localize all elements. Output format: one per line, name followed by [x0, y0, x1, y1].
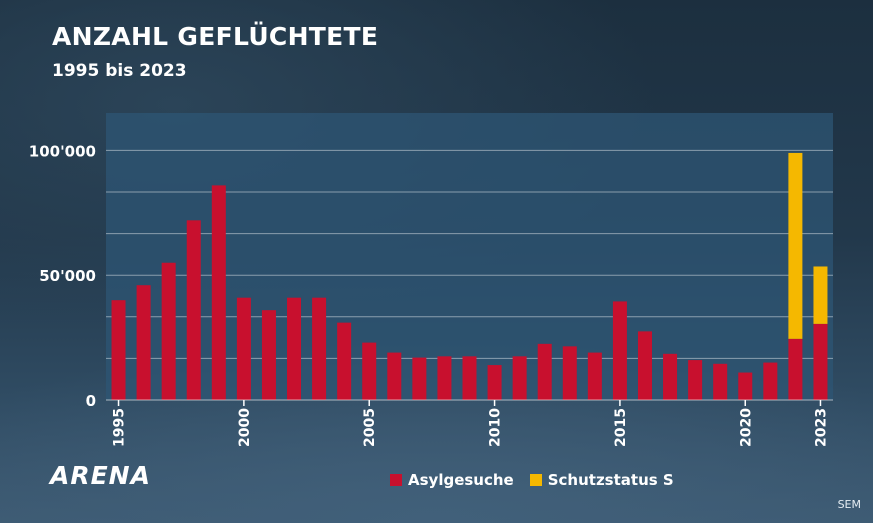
bar-asylgesuche-2011	[512, 356, 527, 400]
bar-asylgesuche-2019	[713, 363, 728, 400]
bar-asylgesuche-2000	[236, 297, 251, 400]
plot-area	[106, 113, 833, 400]
bar-asylgesuche-2012	[537, 343, 552, 400]
bar-schutzstatus-s-2022	[788, 152, 803, 339]
y-tick-label: 50'000	[39, 267, 96, 285]
bar-asylgesuche-2007	[412, 357, 427, 400]
legend-swatch-asylgesuche	[390, 474, 402, 486]
bar-asylgesuche-2023	[813, 323, 828, 400]
x-tick-label: 2020	[738, 408, 754, 447]
bar-asylgesuche-1995	[111, 300, 126, 400]
bar-asylgesuche-1996	[136, 285, 151, 400]
x-tick-label: 1995	[112, 408, 128, 447]
x-tick-label: 2005	[362, 408, 378, 447]
bar-asylgesuche-2010	[487, 365, 502, 400]
bars	[106, 152, 833, 401]
chart-subtitle: 1995 bis 2023	[52, 61, 187, 81]
bar-asylgesuche-2016	[637, 331, 652, 400]
bar-asylgesuche-2006	[387, 352, 402, 400]
bar-asylgesuche-2001	[261, 310, 276, 400]
bar-asylgesuche-2020	[738, 372, 753, 400]
y-tick-label: 100'000	[29, 142, 96, 160]
bar-asylgesuche-2002	[287, 297, 302, 400]
x-tick-label: 2010	[488, 408, 504, 447]
chart-title: ANZAHL GEFLÜCHTETE	[52, 22, 379, 51]
bar-schutzstatus-s-2023	[813, 266, 828, 324]
legend-swatch-schutzstatus-s	[529, 474, 542, 486]
x-tick-label: 2000	[237, 408, 253, 447]
bar-asylgesuche-2005	[362, 342, 377, 400]
x-tick-label: 2023	[813, 408, 829, 447]
bar-asylgesuche-2017	[663, 353, 678, 400]
bar-asylgesuche-2008	[437, 356, 452, 400]
legend-label-schutzstatus-s: Schutzstatus S	[547, 471, 674, 489]
bar-asylgesuche-2003	[312, 297, 327, 400]
bar-asylgesuche-2022	[788, 338, 803, 400]
bar-chart: 0 50'000 100'000 1995 2000 2005 2010 2015 2020 2…	[29, 113, 833, 447]
y-tick-label: 0	[86, 392, 96, 410]
x-tick-label: 2015	[613, 408, 629, 447]
legend: Asylgesuche Schutzstatus S	[390, 471, 690, 489]
grid-lines	[106, 149, 833, 359]
legend-item-asylgesuche: Asylgesuche	[390, 471, 514, 489]
bar-asylgesuche-2021	[763, 362, 778, 400]
bar-asylgesuche-2015	[612, 301, 627, 400]
legend-label-asylgesuche: Asylgesuche	[408, 471, 514, 489]
bar-asylgesuche-1999	[211, 185, 226, 400]
bar-asylgesuche-2004	[337, 322, 352, 400]
bar-asylgesuche-2014	[587, 352, 602, 400]
bar-asylgesuche-2013	[562, 346, 577, 400]
y-axis-ticks: 0 50'000 100'000	[29, 142, 96, 410]
x-axis-ticks: 1995 2000 2005 2010 2015 2020 2023	[112, 400, 829, 447]
legend-item-schutzstatus-s: Schutzstatus S	[529, 471, 674, 489]
bar-asylgesuche-2009	[462, 356, 477, 400]
source-label: SEM	[837, 498, 861, 511]
arena-logo: ARENA	[50, 461, 151, 490]
bar-asylgesuche-1998	[186, 220, 201, 400]
bar-asylgesuche-2018	[688, 360, 703, 400]
bar-asylgesuche-1997	[161, 262, 176, 400]
